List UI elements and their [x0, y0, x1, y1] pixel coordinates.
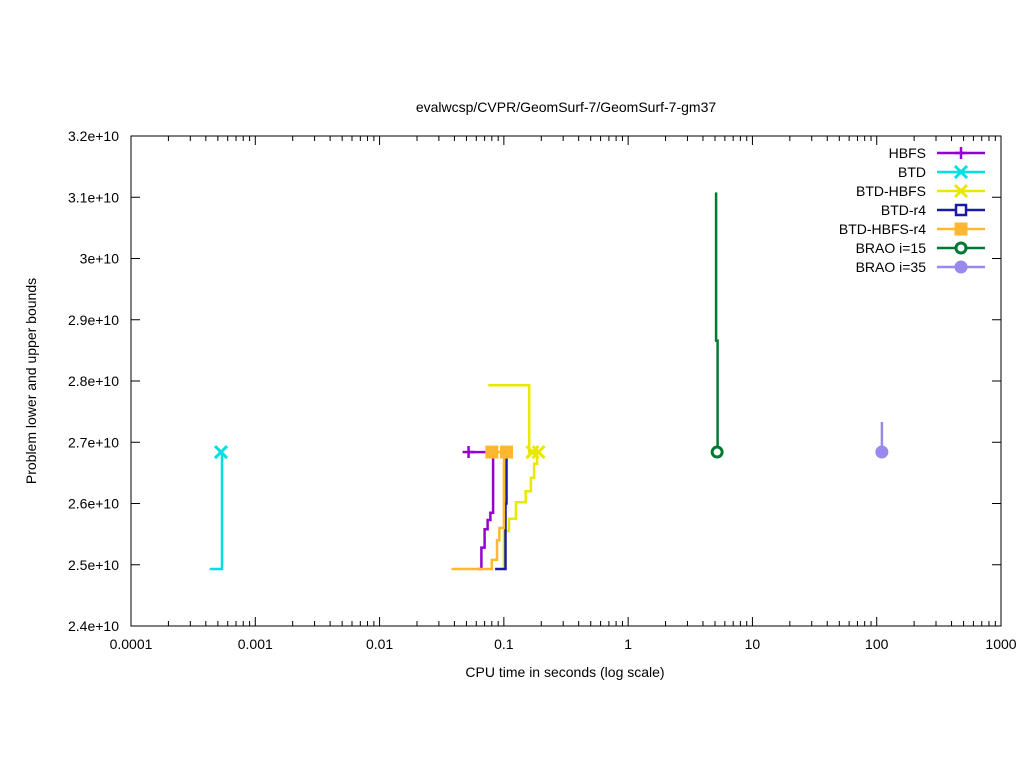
- legend-marker: [954, 260, 968, 274]
- legend-item: BTD-HBFS-r4: [839, 221, 985, 237]
- series-upper-bound-line: [714, 192, 719, 453]
- series-point-marker: [485, 445, 499, 459]
- y-axis-label: Problem lower and upper bounds: [23, 278, 39, 484]
- x-tick-label: 100: [865, 636, 889, 652]
- series-point-marker: [875, 445, 889, 459]
- series-lower-bound-line: [495, 452, 508, 571]
- ticks-layer: 0.0001 0.001 0.01 0.1 1 10 100 1000 2.4e+10 2.5e+…: [68, 128, 1017, 652]
- chart-title: evalwcsp/CVPR/GeomSurf-7/GeomSurf-7-gm37: [416, 99, 717, 115]
- legend-marker: [953, 183, 969, 199]
- y-tick-label: 3e+10: [80, 251, 120, 267]
- series-btd-hbfs-r4: [451, 445, 513, 571]
- marker-shape: [710, 445, 724, 459]
- legend-marker: [954, 203, 968, 217]
- marker-shape: [954, 203, 968, 217]
- series-hbfs: [462, 446, 495, 571]
- legend-label: BTD: [898, 164, 926, 180]
- series-point-marker: [531, 444, 546, 460]
- y-tick-label: 2.9e+10: [68, 312, 119, 328]
- y-tick-label: 2.7e+10: [68, 434, 119, 450]
- legend-label: BTD-r4: [881, 202, 926, 218]
- series-layer: [209, 192, 889, 571]
- legend-item: BTD: [898, 164, 985, 180]
- series-point-marker: [213, 444, 229, 460]
- y-tick-label: 3.1e+10: [68, 189, 119, 205]
- series-btd-r4: [495, 452, 508, 571]
- series-lower-bound-line: [478, 452, 495, 571]
- series-btd: [209, 444, 229, 571]
- legend-item: BTD-HBFS: [856, 183, 985, 199]
- series-point-marker: [462, 446, 475, 459]
- x-tick-label: 0.1: [494, 636, 514, 652]
- legend-item: BTD-r4: [881, 202, 985, 218]
- series-lower-bound-line: [209, 452, 224, 571]
- legend-marker: [955, 147, 967, 159]
- x-tick-label: 10: [745, 636, 761, 652]
- legend-label: BTD-HBFS-r4: [839, 221, 926, 237]
- marker-stroke: [531, 444, 546, 460]
- y-tick-label: 2.5e+10: [68, 557, 119, 573]
- x-tick-label: 1: [624, 636, 632, 652]
- legend: HBFS BTD BTD-HBFS BTD-r4 BTD-HBFS-r4 BRAO i=1…: [839, 145, 985, 275]
- x-tick-label: 0.001: [238, 636, 273, 652]
- legend-marker: [954, 222, 968, 236]
- marker-stroke: [953, 164, 969, 180]
- marker-shape: [499, 445, 513, 459]
- marker-shape: [954, 222, 968, 236]
- legend-item: BRAO i=35: [856, 259, 985, 275]
- y-tick-label: 3.2e+10: [68, 128, 119, 144]
- legend-label: HBFS: [889, 145, 926, 161]
- series-lower-bound-line: [451, 452, 506, 571]
- legend-item: BRAO i=15: [856, 240, 985, 256]
- x-tick-label: 0.0001: [110, 636, 153, 652]
- plot-frame: [130, 135, 1002, 627]
- marker-shape: [485, 445, 499, 459]
- legend-label: BRAO i=15: [856, 240, 927, 256]
- x-axis-label: CPU time in seconds (log scale): [465, 664, 664, 680]
- series-brao-i-15: [710, 192, 724, 459]
- series-brao-i-35: [875, 422, 889, 459]
- series-upper-bound-line: [488, 384, 539, 454]
- x-tick-label: 0.01: [366, 636, 393, 652]
- marker-shape: [954, 260, 968, 274]
- legend-label: BRAO i=35: [856, 259, 927, 275]
- marker-shape: [875, 445, 889, 459]
- legend-marker: [953, 164, 969, 180]
- x-tick-label: 1000: [985, 636, 1016, 652]
- y-tick-label: 2.4e+10: [68, 618, 119, 634]
- marker-stroke: [953, 183, 969, 199]
- legend-label: BTD-HBFS: [856, 183, 926, 199]
- series-point-marker: [499, 445, 513, 459]
- marker-stroke: [213, 444, 229, 460]
- legend-marker: [954, 241, 968, 255]
- y-tick-label: 2.6e+10: [68, 496, 119, 512]
- series-point-marker: [710, 445, 724, 459]
- legend-item: HBFS: [889, 145, 985, 161]
- y-tick-label: 2.8e+10: [68, 373, 119, 389]
- marker-shape: [954, 241, 968, 255]
